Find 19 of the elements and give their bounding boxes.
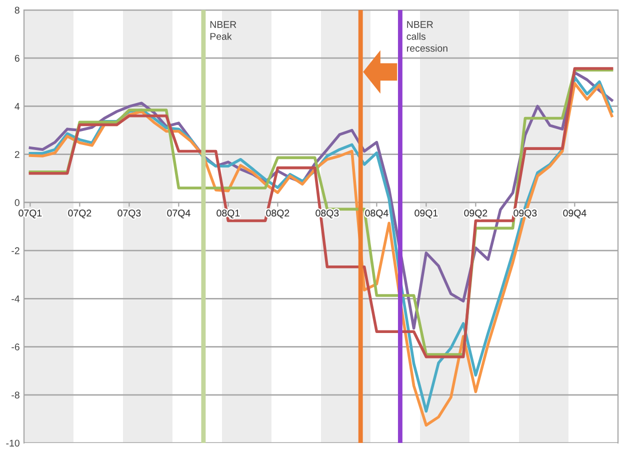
y-tick-label: 0 — [14, 199, 20, 206]
x-tick-label: 09Q1 — [414, 210, 438, 218]
x-tick-label: 07Q1 — [18, 210, 42, 218]
y-tick-label: -8 — [12, 392, 20, 399]
x-tick-label: 09Q2 — [464, 210, 488, 218]
y-tick-label: -2 — [12, 247, 20, 254]
y-tick-label: -4 — [12, 296, 20, 302]
annotation: NBER Peak — [210, 21, 236, 40]
y-tick-label: 6 — [14, 54, 20, 62]
x-tick-label: 07Q2 — [68, 210, 92, 218]
annotation: NBER calls recession — [406, 21, 448, 52]
x-tick-label: 07Q4 — [167, 210, 190, 218]
y-tick-label: -6 — [12, 344, 20, 350]
x-tick-label: 09Q4 — [563, 210, 586, 218]
y-tick-label: 2 — [14, 151, 20, 158]
y-tick-label: 8 — [14, 6, 20, 14]
y-tick-label: 4 — [14, 103, 20, 110]
x-tick-label: 07Q3 — [118, 210, 141, 218]
y-tick-label: -10 — [6, 440, 20, 447]
